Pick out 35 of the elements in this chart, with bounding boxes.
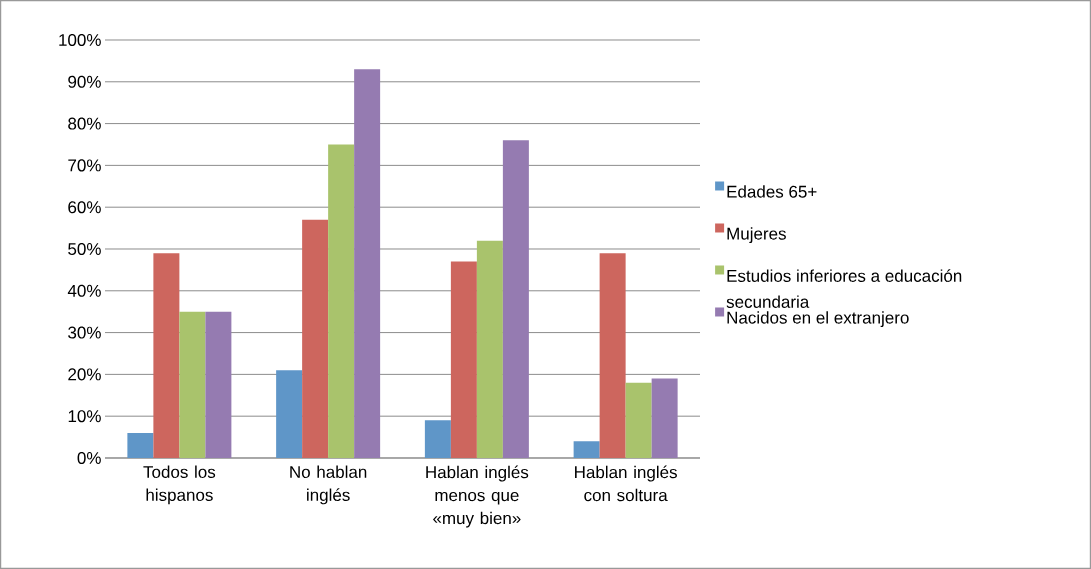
x-tick-label: Hablan inglés con soltura <box>575 465 677 502</box>
bar <box>599 253 626 458</box>
bar <box>276 370 303 458</box>
x-tick-label: Todos los hispanos <box>143 465 216 505</box>
y-tick-label: 60% <box>68 201 101 214</box>
legend-label: Estudios inferiores a educación secundaria <box>726 269 962 308</box>
y-tick-label: 10% <box>68 410 101 423</box>
bar <box>179 311 206 458</box>
bar <box>354 69 381 458</box>
bar <box>302 219 329 458</box>
bar <box>450 261 477 458</box>
legend-label: Mujeres <box>727 227 786 244</box>
bar <box>625 382 652 458</box>
x-tick-label: Hablan inglés menos que «muy bien» <box>426 465 529 528</box>
y-tick-label: 70% <box>68 159 101 172</box>
y-tick-label: 40% <box>67 284 101 297</box>
bar <box>127 432 154 458</box>
bar <box>205 311 232 458</box>
y-tick-label: 0% <box>77 451 101 465</box>
bar <box>153 253 180 458</box>
legend-label: Edades 65+ <box>727 185 817 198</box>
bar <box>424 420 451 458</box>
y-tick-label: 30% <box>68 326 101 339</box>
y-tick-label: 50% <box>68 242 101 256</box>
y-tick-label: 90% <box>68 75 101 88</box>
bar <box>502 140 529 458</box>
bar <box>328 144 355 458</box>
x-tick-label: No hablan inglés <box>290 465 367 505</box>
bar <box>476 240 503 458</box>
y-tick-label: 80% <box>68 117 101 130</box>
bar <box>651 378 678 458</box>
bar <box>573 441 600 458</box>
legend-label: Nacidos en el extranjero <box>727 311 909 328</box>
y-tick-label: 20% <box>68 368 101 381</box>
y-tick-label: 100% <box>59 33 101 47</box>
